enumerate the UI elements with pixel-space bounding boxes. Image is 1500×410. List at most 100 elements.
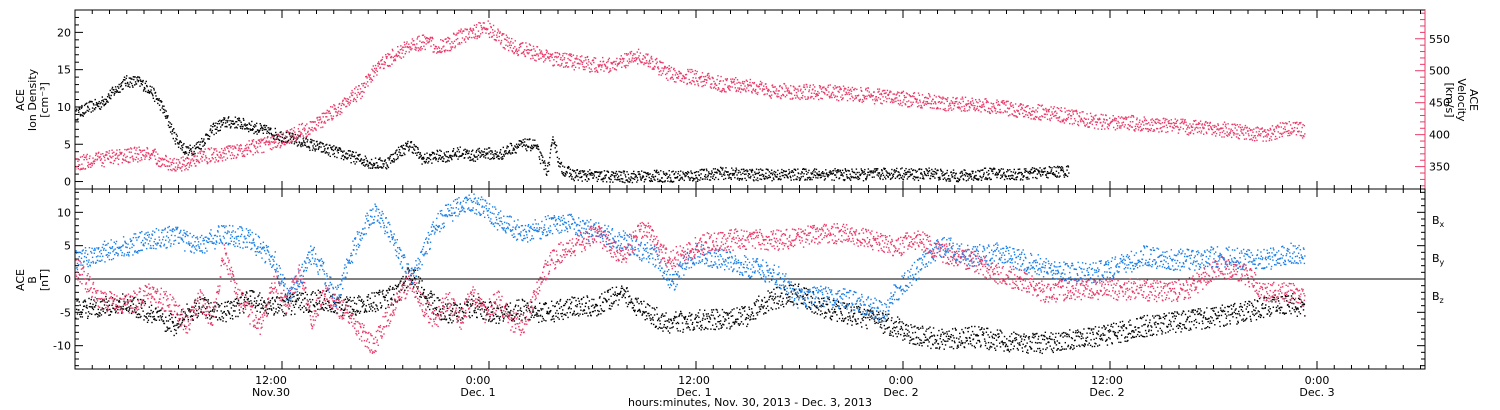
data-point (986, 177, 989, 180)
data-point (1100, 128, 1103, 131)
data-point (472, 160, 475, 162)
data-point (1155, 122, 1157, 125)
data-point (655, 62, 658, 65)
data-point (1185, 124, 1188, 126)
data-point (421, 34, 424, 37)
data-point (1038, 172, 1040, 174)
data-point (840, 88, 843, 90)
data-point (363, 159, 366, 161)
data-point (497, 30, 500, 32)
data-point (513, 149, 516, 151)
data-point (1193, 120, 1196, 123)
data-point (352, 155, 354, 158)
data-point (647, 53, 649, 55)
data-point (857, 94, 860, 96)
data-point (486, 148, 488, 150)
data-point (785, 170, 788, 172)
data-point (206, 162, 209, 165)
data-point (940, 97, 942, 99)
data-point (313, 121, 315, 123)
data-point (145, 152, 147, 154)
data-point (515, 146, 517, 148)
data-point (87, 166, 90, 168)
data-point (616, 57, 618, 60)
data-point (230, 125, 232, 128)
data-point (300, 131, 302, 134)
data-point (598, 171, 600, 173)
data-point (87, 110, 90, 112)
data-point (104, 159, 106, 161)
data-point (200, 158, 202, 160)
data-point (1066, 169, 1068, 171)
data-point (864, 98, 866, 100)
data-point (884, 92, 886, 95)
data-point (315, 148, 317, 150)
data-point (180, 147, 182, 150)
data-point (670, 179, 672, 181)
data-point (141, 81, 144, 83)
data-point (494, 30, 496, 32)
data-point (616, 179, 618, 181)
data-point (791, 170, 794, 172)
data-point (506, 39, 508, 41)
data-point (1195, 119, 1197, 122)
data-point (767, 169, 769, 171)
data-point (1059, 175, 1061, 177)
data-point (732, 81, 735, 83)
data-point (730, 78, 732, 80)
data-point (747, 173, 750, 175)
data-point (316, 144, 319, 146)
data-point (541, 154, 543, 157)
data-point (715, 176, 717, 179)
data-point (584, 56, 587, 59)
data-point (827, 86, 829, 88)
data-point (1069, 122, 1071, 125)
data-point (725, 91, 727, 93)
data-point (652, 67, 654, 69)
data-point (176, 168, 178, 170)
data-point (89, 163, 92, 166)
data-point (834, 174, 837, 176)
data-point (690, 83, 693, 85)
data-point (179, 140, 182, 142)
data-point (708, 75, 710, 77)
data-point (599, 173, 601, 175)
data-point (1047, 110, 1050, 112)
data-point (534, 59, 536, 61)
data-point (610, 174, 613, 176)
data-point (358, 85, 360, 87)
y2-tick-label: 500 (1429, 65, 1450, 78)
data-point (363, 161, 365, 163)
data-point (672, 170, 674, 172)
data-point (1030, 118, 1032, 120)
data-point (1048, 111, 1050, 113)
data-point (810, 172, 812, 174)
data-point (721, 175, 723, 177)
data-point (165, 154, 167, 157)
data-point (1121, 122, 1123, 124)
data-point (558, 64, 560, 66)
data-point (1123, 118, 1125, 120)
data-point (134, 81, 137, 83)
data-point (549, 156, 551, 159)
data-point (490, 157, 493, 160)
data-point (105, 98, 108, 101)
data-point (703, 169, 705, 172)
data-point (336, 156, 338, 159)
data-point (199, 141, 202, 143)
data-point (417, 50, 420, 52)
data-point (129, 81, 131, 83)
data-point (589, 169, 591, 171)
data-point (731, 174, 734, 176)
data-point (885, 92, 887, 94)
data-point (788, 168, 790, 171)
data-point (1006, 171, 1008, 173)
data-point (693, 73, 696, 75)
data-point (94, 160, 96, 162)
data-point (392, 153, 394, 155)
data-point (231, 152, 233, 154)
data-point (997, 104, 999, 106)
data-point (701, 168, 703, 171)
data-point (448, 156, 450, 159)
data-point (1011, 113, 1014, 116)
